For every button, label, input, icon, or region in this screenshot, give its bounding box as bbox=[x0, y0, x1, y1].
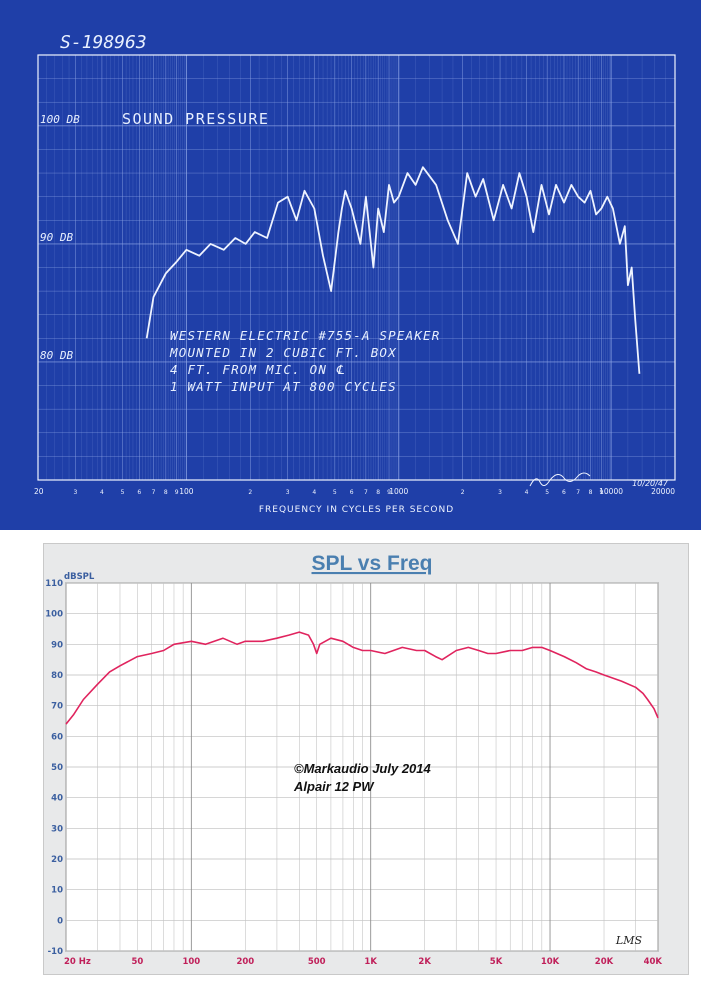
blueprint-x-tick-label: 6 bbox=[562, 489, 566, 496]
spl-response-curve bbox=[65, 631, 659, 725]
spl-y-tick-label: 0 bbox=[57, 916, 63, 926]
spl-x-tick-label: 1K bbox=[364, 957, 377, 967]
blueprint-y-label: 100 DB bbox=[40, 113, 80, 126]
blueprint-x-tick-label: 8 bbox=[376, 489, 380, 496]
blueprint-x-tick-label: 7 bbox=[364, 489, 368, 496]
blueprint-x-tick-label: 8 bbox=[589, 489, 593, 496]
spl-x-tick-label: 20K bbox=[595, 957, 614, 967]
blueprint-x-tick-label: 3 bbox=[498, 489, 502, 496]
blueprint-signature-date: 10/20/47 bbox=[632, 479, 669, 488]
blueprint-x-axis-label: FREQUENCY IN CYCLES PER SECOND bbox=[259, 505, 454, 515]
blueprint-x-tick-label: 4 bbox=[312, 489, 316, 496]
spl-y-tick-label: 110 bbox=[45, 579, 63, 589]
spl-y-tick-label: 10 bbox=[51, 886, 63, 896]
blueprint-x-tick-label: 4 bbox=[100, 489, 104, 496]
spl-x-tick-label: 50 bbox=[131, 957, 143, 967]
blueprint-x-tick-label: 4 bbox=[525, 489, 529, 496]
blueprint-x-tick-label: 7 bbox=[152, 489, 156, 496]
blueprint-y-label: 80 DB bbox=[40, 349, 73, 362]
blueprint-x-tick-label: 6 bbox=[350, 489, 354, 496]
spl-annotation-line: Alpair 12 PW bbox=[293, 779, 375, 794]
blueprint-x-tick-label: 3 bbox=[73, 489, 77, 496]
spl-y-tick-label: 100 bbox=[45, 610, 63, 620]
blueprint-x-tick-label: 20 bbox=[34, 487, 44, 496]
blueprint-x-tick-label: 10000 bbox=[599, 487, 623, 496]
blueprint-x-tick-label: 9 bbox=[387, 489, 391, 496]
blueprint-x-tick-label: 3 bbox=[286, 489, 290, 496]
blueprint-note-line: 4 FT. FROM MIC. ON ℄ bbox=[170, 362, 345, 377]
spl-y-tick-label: 40 bbox=[51, 794, 63, 804]
blueprint-x-tick-label: 9 bbox=[175, 489, 179, 496]
blueprint-title: SOUND PRESSURE bbox=[122, 110, 269, 128]
signature-scribble bbox=[529, 472, 591, 487]
spl-y-tick-label: -10 bbox=[48, 947, 63, 957]
blueprint-x-tick-label: 1000 bbox=[389, 487, 408, 496]
spl-annotation-line: ©Markaudio July 2014 bbox=[294, 761, 432, 776]
blueprint-y-label: 90 DB bbox=[40, 231, 73, 244]
blueprint-chart: S-198963 SOUND PRESSURE 100 DB 90 DB 80 DB 20… bbox=[0, 0, 701, 530]
blueprint-background bbox=[0, 0, 701, 530]
blueprint-x-tick-label: 6 bbox=[137, 489, 141, 496]
spl-x-tick-label: 10K bbox=[541, 957, 560, 967]
blueprint-note-line: MOUNTED IN 2 CUBIC FT. BOX bbox=[169, 345, 397, 360]
spl-x-tick-label: 5K bbox=[490, 957, 503, 967]
blueprint-x-tick-label: 20000 bbox=[651, 487, 675, 496]
blueprint-x-tick-label: 5 bbox=[333, 489, 337, 496]
blueprint-x-tick-label: 9 bbox=[599, 489, 603, 496]
spl-y-tick-label: 30 bbox=[51, 824, 63, 834]
blueprint-x-tick-label: 5 bbox=[545, 489, 549, 496]
blueprint-note-line: 1 WATT INPUT AT 800 CYCLES bbox=[170, 379, 397, 394]
spl-chart-panel: SPL vs Freq dBSPL -10 0 10 20 30 40 50 60 70 80 90 10… bbox=[43, 543, 689, 975]
spl-chart-svg: SPL vs Freq dBSPL -10 0 10 20 30 40 50 60 70 80 90 10… bbox=[45, 552, 663, 967]
spl-y-tick-label: 90 bbox=[51, 640, 63, 650]
spl-y-tick-label: 50 bbox=[51, 763, 63, 773]
spl-x-tick-label: 100 bbox=[182, 957, 200, 967]
spl-x-tick-label: 20 Hz bbox=[64, 957, 91, 967]
blueprint-x-tick-label: 8 bbox=[164, 489, 168, 496]
blueprint-x-tick-label: 7 bbox=[576, 489, 580, 496]
spl-x-tick-label: 2K bbox=[418, 957, 431, 967]
blueprint-x-tick-label: 2 bbox=[461, 489, 465, 496]
spl-y-tick-label: 20 bbox=[51, 855, 63, 865]
spl-y-tick-label: 60 bbox=[51, 732, 63, 742]
blueprint-x-tick-label: 100 bbox=[179, 487, 194, 496]
spl-y-axis-label: dBSPL bbox=[64, 572, 95, 582]
blueprint-x-tick-label: 2 bbox=[248, 489, 252, 496]
spl-y-tick-label: 70 bbox=[51, 702, 63, 712]
spl-watermark: LMS bbox=[615, 934, 643, 947]
blueprint-plot-frame bbox=[37, 54, 676, 481]
blueprint-response-curve bbox=[145, 166, 641, 374]
blueprint-note-line: WESTERN ELECTRIC #755-A SPEAKER bbox=[170, 328, 441, 343]
spl-x-tick-label: 200 bbox=[236, 957, 254, 967]
blueprint-doc-number: S-198963 bbox=[60, 32, 147, 53]
spl-x-tick-label: 500 bbox=[308, 957, 326, 967]
spl-chart-title: SPL vs Freq bbox=[312, 552, 433, 575]
spl-y-tick-label: 80 bbox=[51, 671, 63, 681]
blueprint-x-tick-label: 5 bbox=[121, 489, 125, 496]
spl-x-tick-label: 40K bbox=[644, 957, 663, 967]
blueprint-chart-svg: S-198963 SOUND PRESSURE 100 DB 90 DB 80 DB 20… bbox=[0, 0, 701, 530]
